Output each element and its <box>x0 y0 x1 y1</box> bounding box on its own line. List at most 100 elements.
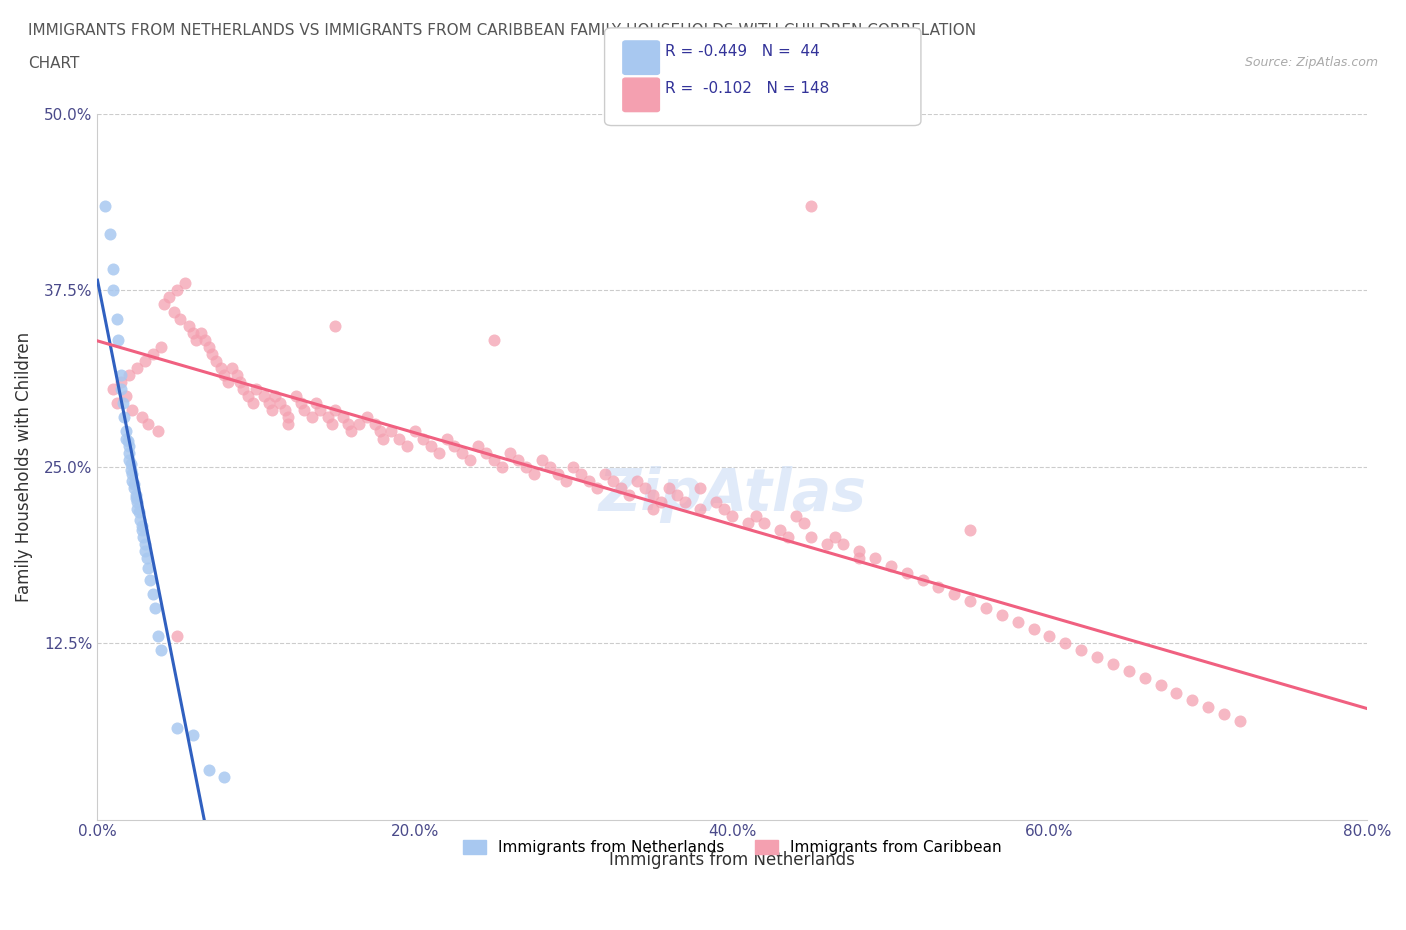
Point <box>388 432 411 446</box>
Point <box>111 396 134 411</box>
Point <box>134 353 156 368</box>
Point <box>127 501 149 516</box>
Point <box>1133 671 1156 685</box>
Point <box>305 396 328 411</box>
Point <box>650 495 672 510</box>
Point <box>120 462 142 477</box>
Point <box>641 501 664 516</box>
Point <box>121 466 143 481</box>
Legend: Immigrants from Netherlands, Immigrants from Caribbean: Immigrants from Netherlands, Immigrants … <box>457 834 1008 861</box>
Point <box>146 424 169 439</box>
Point <box>793 516 815 531</box>
Point <box>832 537 855 551</box>
Text: ZipAtlas: ZipAtlas <box>598 467 866 524</box>
Point <box>1085 650 1108 665</box>
Point <box>269 396 291 411</box>
Point <box>103 261 125 276</box>
Point <box>1149 678 1171 693</box>
Point <box>118 438 141 453</box>
Point <box>1038 629 1060 644</box>
Text: Source: ZipAtlas.com: Source: ZipAtlas.com <box>1244 56 1378 69</box>
Point <box>880 558 903 573</box>
Point <box>143 601 166 616</box>
Point <box>475 445 498 460</box>
Point <box>131 523 153 538</box>
Point <box>110 381 132 396</box>
Point <box>371 432 394 446</box>
Point <box>181 326 204 340</box>
Point <box>395 438 418 453</box>
Point <box>848 551 870 566</box>
Point <box>460 452 482 467</box>
Point <box>214 367 236 382</box>
Point <box>443 438 465 453</box>
Point <box>1213 706 1236 721</box>
Point <box>689 481 711 496</box>
Point <box>1102 657 1125 671</box>
Point <box>118 452 141 467</box>
Point <box>121 403 143 418</box>
Point <box>162 304 184 319</box>
Point <box>120 457 142 472</box>
Point <box>257 396 280 411</box>
Point <box>197 339 219 354</box>
Point <box>277 410 299 425</box>
Point <box>337 417 360 432</box>
Point <box>991 607 1014 622</box>
Point <box>896 565 918 580</box>
Point <box>134 537 156 551</box>
Point <box>129 513 152 528</box>
Point <box>665 487 688 502</box>
Point <box>911 572 934 587</box>
Point <box>1197 699 1219 714</box>
Point <box>752 516 775 531</box>
Point <box>105 312 128 326</box>
Point <box>146 629 169 644</box>
Point <box>943 586 966 601</box>
Point <box>194 332 217 347</box>
Point <box>610 481 633 496</box>
Point <box>166 721 188 736</box>
Point <box>292 403 315 418</box>
Point <box>181 727 204 742</box>
Point <box>221 361 243 376</box>
Point <box>166 629 188 644</box>
Point <box>482 332 505 347</box>
Point <box>602 473 624 488</box>
Point <box>1229 713 1251 728</box>
Point <box>134 544 156 559</box>
Point <box>114 410 136 425</box>
Point <box>128 504 150 519</box>
Point <box>115 424 138 439</box>
Point <box>121 473 143 488</box>
Point <box>209 361 232 376</box>
Point <box>153 297 176 312</box>
Point <box>412 432 434 446</box>
Point <box>232 381 254 396</box>
Point <box>284 389 307 404</box>
Point <box>634 481 657 496</box>
Point <box>253 389 276 404</box>
Point <box>713 501 735 516</box>
Point <box>368 424 391 439</box>
Point <box>149 339 172 354</box>
Point <box>217 375 239 390</box>
Point <box>1118 664 1140 679</box>
Point <box>290 396 312 411</box>
Point <box>173 276 195 291</box>
Point <box>863 551 886 566</box>
Point <box>238 389 260 404</box>
Point <box>848 544 870 559</box>
Point <box>157 290 180 305</box>
Point <box>974 601 997 616</box>
Point <box>166 283 188 298</box>
Point <box>1054 636 1077 651</box>
Point <box>626 473 648 488</box>
Point <box>117 434 139 449</box>
Point <box>959 593 981 608</box>
Point <box>214 770 236 785</box>
Point <box>959 523 981 538</box>
Point <box>800 198 823 213</box>
Point <box>340 424 363 439</box>
Point <box>131 410 153 425</box>
